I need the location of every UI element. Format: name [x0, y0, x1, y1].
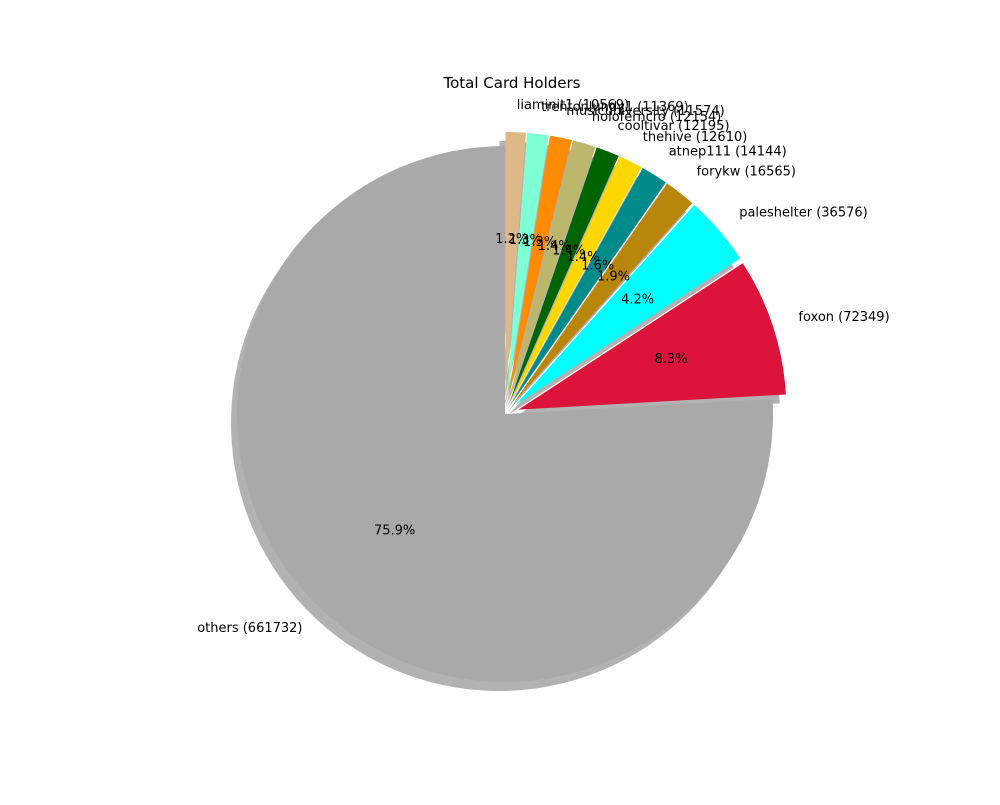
- slice-label-holoferncro: holoferncro (12154): [592, 110, 721, 125]
- pie-slice-atnep111: [512, 167, 666, 403]
- slice-pct-label-thehive: 1.4%: [566, 250, 599, 265]
- pie-slice-thehive: [511, 156, 642, 402]
- slice-label-paleshelter: paleshelter (36576): [739, 205, 868, 220]
- pie-label-layer: liaminit1 (10569) 1.2% trentonlundy1 (1136…: [197, 98, 889, 636]
- slice-pct-label-musicuniversity: 1.3%: [523, 235, 556, 250]
- slice-pct-label-foxon: 8.3%: [655, 352, 688, 367]
- pie-slice-paleshelter: [515, 205, 741, 405]
- slice-label-liaminit1: liaminit1 (10569): [517, 98, 629, 113]
- slice-pct-label-liaminit1: 1.2%: [495, 232, 528, 247]
- slice-label-atnep111: atnep111 (14144): [669, 145, 787, 160]
- pie-slice-layer: [236, 132, 786, 682]
- slice-label-musicuniversity: musicuniversity (11574): [566, 104, 724, 119]
- pie-slice-others: [236, 146, 773, 682]
- slice-label-cooltivar: cooltivar (12195): [618, 119, 730, 134]
- pie-slice-holoferncro: [508, 140, 596, 401]
- slice-pct-label-paleshelter: 4.2%: [621, 293, 654, 308]
- slice-label-foxon: foxon (72349): [798, 310, 889, 325]
- slice-label-forykw: forykw (16565): [697, 164, 796, 179]
- slice-pct-label-forykw: 1.9%: [597, 269, 630, 284]
- slice-label-trentonlundy1: trentonlundy1 (11369): [541, 100, 689, 115]
- pie-slice-liaminit1: [505, 132, 526, 401]
- pie-slice-cooltivar: [510, 147, 619, 401]
- slice-label-others: others (661732): [197, 621, 302, 636]
- pie-slice-musicuniversity: [507, 135, 572, 401]
- slice-pct-label-atnep111: 1.6%: [581, 258, 614, 273]
- slice-pct-label-cooltivar: 1.4%: [552, 244, 585, 259]
- slice-pct-label-others: 75.9%: [374, 523, 415, 538]
- pie-slice-foxon: [518, 263, 786, 410]
- slice-pct-label-trentonlundy1: 1.3%: [509, 233, 542, 248]
- slice-pct-label-holoferncro: 1.4%: [538, 239, 571, 254]
- pie-slice-forykw: [513, 183, 693, 404]
- slice-label-thehive: thehive (12610): [643, 130, 748, 145]
- pie-slice-trentonlundy1: [506, 132, 549, 401]
- chart-title: Total Card Holders: [442, 74, 580, 92]
